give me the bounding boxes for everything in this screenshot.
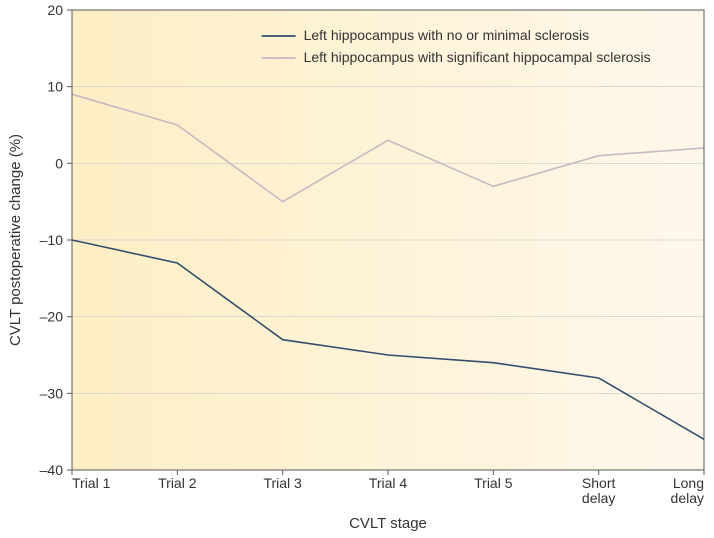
y-axis-label: CVLT postoperative change (%)	[7, 134, 24, 346]
x-tick-label: Long	[673, 475, 704, 491]
x-tick-label: delay	[582, 490, 615, 506]
svg-text:10: 10	[47, 79, 63, 95]
svg-text:–40: –40	[40, 462, 64, 478]
line-chart: –40 –30 –20 –10 0 10 20 Trial 1 Trial 2 Trial 3 Tr…	[0, 0, 714, 538]
x-tick-label: Short	[582, 475, 616, 491]
chart-container: –40 –30 –20 –10 0 10 20 Trial 1 Trial 2 Trial 3 Tr…	[0, 0, 714, 538]
svg-text:–30: –30	[40, 385, 64, 401]
x-tick-label: Trial 2	[158, 475, 197, 491]
x-tick-label: Trial 5	[474, 475, 513, 491]
x-tick-label: Trial 1	[72, 475, 111, 491]
svg-text:–10: –10	[40, 232, 64, 248]
x-tick-label: Trial 4	[369, 475, 408, 491]
svg-text:20: 20	[47, 2, 63, 18]
x-axis-label: CVLT stage	[349, 515, 427, 532]
svg-text:0: 0	[55, 155, 63, 171]
x-tick-label: delay	[671, 490, 704, 506]
svg-text:–20: –20	[40, 309, 64, 325]
legend-label: Left hippocampus with significant hippoc…	[304, 49, 651, 65]
x-tick-label: Trial 3	[263, 475, 302, 491]
legend-label: Left hippocampus with no or minimal scle…	[304, 27, 590, 43]
